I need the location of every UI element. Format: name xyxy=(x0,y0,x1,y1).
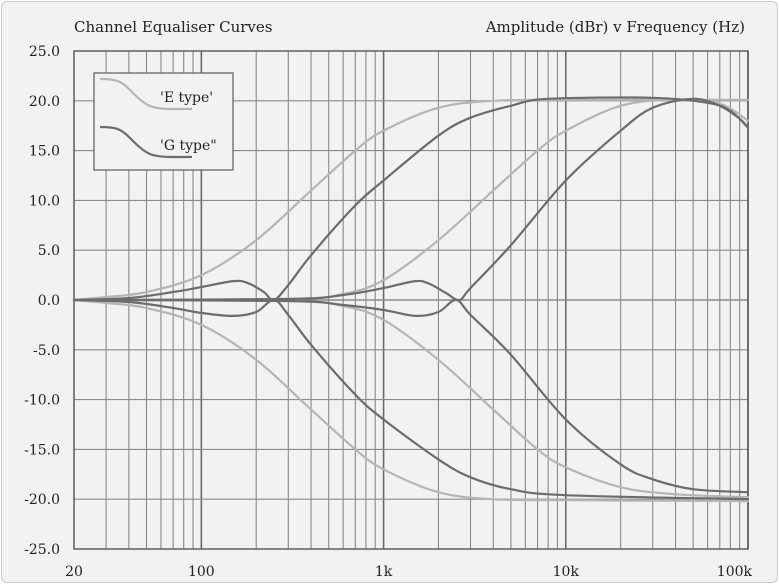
y-tick-label: -10.0 xyxy=(24,393,60,409)
y-tick-label: -20.0 xyxy=(24,492,60,508)
legend-box xyxy=(93,72,234,171)
y-tick-label: 15.0 xyxy=(29,144,60,160)
y-tick-label: 25.0 xyxy=(29,44,60,60)
e-type-curve xyxy=(72,298,750,503)
y-tick-label: 0.0 xyxy=(38,293,60,309)
g-type-curve xyxy=(72,97,750,302)
legend-swatch xyxy=(99,77,192,111)
e-type-curve xyxy=(72,298,750,499)
y-tick-label: 5.0 xyxy=(38,243,60,259)
x-tick-label: 1k xyxy=(375,564,393,580)
legend-swatch xyxy=(99,125,192,159)
x-tick-label: 10k xyxy=(553,564,580,580)
g-type-curve xyxy=(72,298,750,494)
tick-labels: 25.0 20.0 15.0 10.0 5.0 0.0 -5.0 -10.0 -15.0 -20.… xyxy=(24,44,752,580)
x-tick-label: 100k xyxy=(717,564,753,580)
g-type-curve xyxy=(72,298,750,501)
legend-label: 'E type' xyxy=(160,90,213,106)
y-tick-label: 10.0 xyxy=(29,193,60,209)
axes-title: Amplitude (dBr) v Frequency (Hz) xyxy=(485,18,745,36)
x-tick-label: 100 xyxy=(188,564,215,580)
y-tick-label: -25.0 xyxy=(24,542,60,558)
legend: 'E type' 'G type" xyxy=(93,72,234,171)
curves xyxy=(72,96,750,503)
x-tick-label: 20 xyxy=(65,564,83,580)
y-tick-label: -5.0 xyxy=(33,343,60,359)
legend-label: 'G type" xyxy=(160,138,217,154)
g-type-curve xyxy=(72,96,750,302)
y-tick-label: 20.0 xyxy=(29,94,60,110)
chart-title: Channel Equaliser Curves xyxy=(74,18,272,36)
y-tick-label: -15.0 xyxy=(24,442,60,458)
